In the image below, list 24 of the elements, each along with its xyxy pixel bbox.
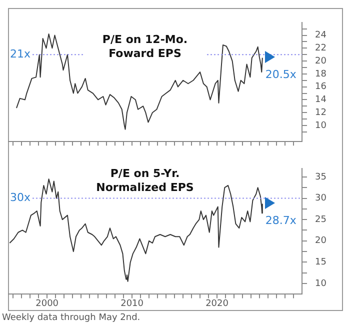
y-tick-label: 30 <box>315 194 327 204</box>
y-tick-label: 20 <box>315 236 327 246</box>
x-tick-label: 2020 <box>206 298 229 309</box>
text: P/E on 5-Yr. Normalized EPS <box>95 167 195 195</box>
y-tick-label: 24 <box>315 30 327 41</box>
ref-line-label: 30x <box>10 191 31 204</box>
x-tick-label: 2010 <box>120 298 144 309</box>
ref-line-label: 21x <box>10 47 31 60</box>
y-tick-label: 18 <box>315 69 327 80</box>
y-tick-label: 10 <box>315 120 327 131</box>
annotation: 20.5x <box>265 68 297 82</box>
y-tick-label: 35 <box>315 172 326 182</box>
y-tick-label: 25 <box>315 214 326 225</box>
y-tick-label: 14 <box>315 95 327 106</box>
x-tick-label: 2000 <box>36 298 59 309</box>
y-tick-label: 15 <box>315 258 326 268</box>
text: Weekly data through May 2nd. <box>2 313 140 323</box>
y-tick-label: 16 <box>315 82 327 92</box>
annotation: 28.7x <box>265 214 297 228</box>
y-tick-label: 20 <box>315 56 327 66</box>
text: P/E on 12-Mo. Foward EPS <box>101 33 189 61</box>
y-tick-label: 22 <box>315 44 326 54</box>
y-tick-label: 10 <box>315 278 327 289</box>
y-tick-label: 12 <box>315 108 326 118</box>
